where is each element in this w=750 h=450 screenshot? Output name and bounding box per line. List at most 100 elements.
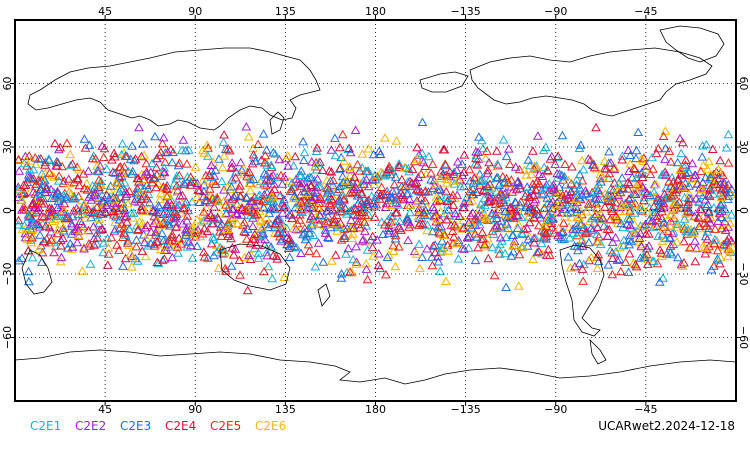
observation-marker: [287, 186, 298, 196]
observation-marker: [35, 184, 46, 193]
observation-marker: [677, 182, 688, 191]
observation-marker: [55, 256, 66, 266]
observation-marker: [705, 217, 715, 227]
observation-marker: [341, 209, 352, 218]
observation-marker: [260, 150, 271, 160]
observation-marker: [147, 158, 157, 168]
observation-marker: [227, 242, 238, 252]
observation-marker: [520, 191, 531, 200]
observation-marker: [371, 199, 382, 209]
observation-marker: [347, 187, 358, 196]
observation-marker: [203, 143, 213, 152]
observation-marker: [602, 191, 612, 200]
observation-marker: [298, 136, 308, 146]
observation-marker: [168, 187, 179, 196]
observation-marker: [196, 217, 207, 226]
observation-marker: [612, 255, 623, 264]
observation-marker: [282, 203, 293, 212]
observation-marker: [318, 203, 329, 212]
observation-marker: [248, 207, 259, 217]
observation-marker: [69, 177, 79, 187]
observation-marker: [289, 241, 300, 251]
observation-marker: [598, 213, 608, 222]
observation-marker: [699, 218, 710, 227]
observation-marker: [103, 249, 114, 258]
observation-marker: [245, 185, 256, 195]
observation-marker: [79, 134, 90, 143]
observation-marker: [519, 165, 530, 174]
observation-marker: [710, 224, 720, 233]
observation-marker: [576, 218, 586, 227]
observation-marker: [675, 164, 686, 174]
observation-marker: [47, 204, 58, 214]
observation-marker: [92, 228, 102, 238]
observation-marker: [617, 151, 628, 160]
observation-marker: [466, 222, 477, 232]
observation-marker: [483, 165, 493, 175]
observation-marker: [369, 171, 380, 180]
observation-marker: [248, 174, 259, 183]
observation-marker: [412, 184, 423, 194]
observation-marker: [437, 246, 448, 255]
observation-marker: [54, 144, 64, 154]
observation-marker: [480, 214, 491, 224]
observation-marker: [541, 234, 551, 243]
observation-marker: [708, 169, 719, 178]
observation-marker: [508, 230, 519, 239]
observation-marker: [675, 133, 685, 143]
observation-marker: [503, 223, 513, 232]
observation-marker: [46, 235, 57, 244]
observation-marker: [578, 276, 588, 285]
observation-marker: [394, 241, 404, 251]
observation-marker: [637, 172, 648, 181]
observation-marker: [552, 173, 563, 182]
observation-marker: [39, 212, 49, 221]
observation-marker: [618, 240, 629, 250]
observation-marker: [334, 142, 345, 152]
observation-marker: [248, 149, 259, 159]
observation-marker: [295, 199, 306, 209]
observation-marker: [193, 225, 203, 234]
observation-marker: [226, 181, 237, 191]
observation-marker: [405, 207, 415, 217]
observation-marker: [277, 179, 288, 188]
observation-marker: [345, 267, 355, 276]
observation-marker: [185, 240, 196, 250]
observation-marker: [458, 167, 469, 176]
observation-marker: [261, 145, 272, 154]
observation-marker: [557, 234, 567, 244]
observation-marker: [546, 151, 557, 161]
observation-marker: [301, 183, 312, 192]
observation-marker: [213, 196, 224, 206]
observation-marker: [517, 242, 528, 252]
observation-marker: [659, 193, 670, 203]
observation-marker: [451, 238, 462, 248]
observation-marker: [458, 222, 469, 232]
observation-marker: [109, 226, 120, 235]
observation-marker: [534, 169, 545, 178]
observation-marker: [140, 251, 151, 261]
observation-marker: [558, 175, 569, 184]
observation-marker: [484, 157, 494, 167]
observation-marker: [202, 253, 213, 262]
observation-marker: [159, 167, 170, 177]
observation-marker: [431, 216, 442, 226]
coastline-new-zealand: [317, 283, 331, 307]
observation-marker: [620, 257, 631, 266]
observation-marker: [529, 237, 540, 247]
observation-marker: [581, 188, 592, 198]
observation-marker: [696, 166, 706, 176]
observation-marker: [426, 174, 436, 184]
observation-marker: [709, 175, 720, 185]
observation-marker: [125, 248, 136, 258]
observation-marker: [201, 203, 212, 212]
observation-marker: [116, 149, 127, 159]
observation-marker: [343, 243, 354, 253]
observation-marker: [330, 150, 341, 160]
observation-marker: [313, 238, 324, 247]
observation-marker: [344, 188, 355, 197]
observation-marker: [53, 211, 63, 220]
observation-marker: [561, 179, 571, 189]
observation-marker: [267, 273, 278, 283]
observation-marker: [223, 217, 234, 227]
